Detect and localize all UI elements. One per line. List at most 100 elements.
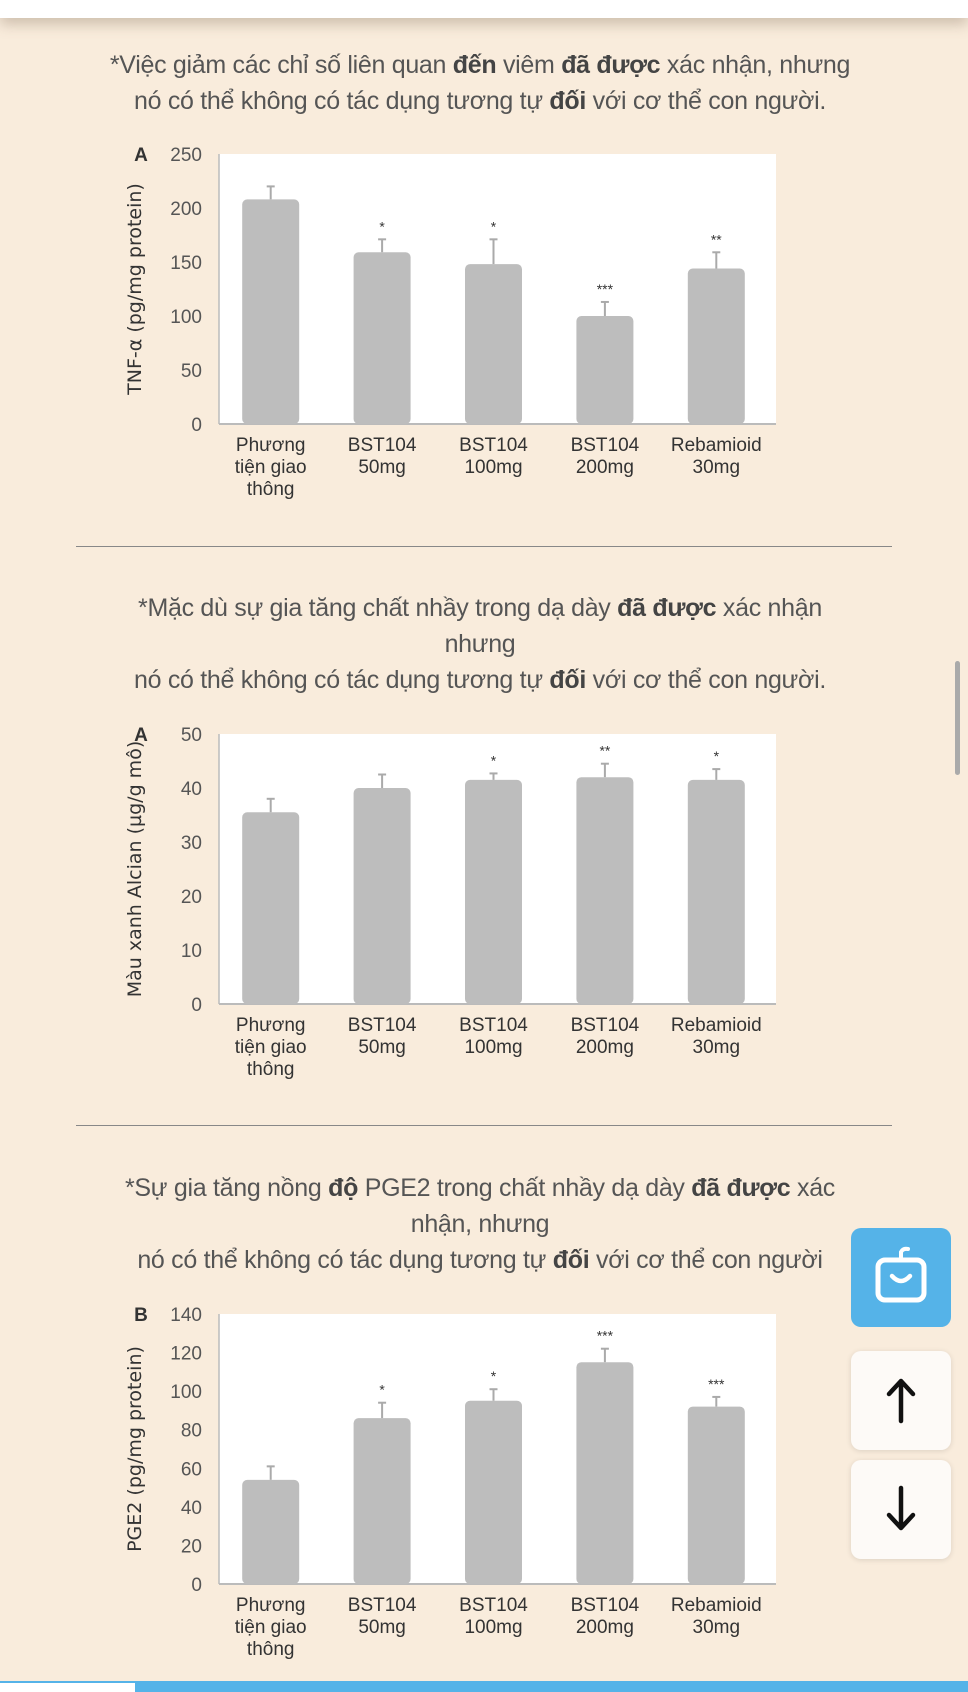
- y-tick-label: 50: [181, 361, 202, 382]
- title-segment: nhận, nhưng: [410, 1210, 550, 1238]
- y-axis-label: PGE2 (pg/mg protein): [124, 1346, 146, 1552]
- significance-mark: **: [599, 743, 610, 759]
- bar: [576, 1362, 634, 1584]
- scroll-up-button[interactable]: [851, 1351, 951, 1450]
- title-line: nó có thể không có tác dụng tương tự đối…: [60, 662, 900, 698]
- title-segment: đối: [552, 1246, 590, 1274]
- significance-mark: *: [379, 1382, 385, 1398]
- divider: [76, 1125, 892, 1126]
- y-tick-label: 40: [181, 779, 202, 800]
- y-tick-label: 150: [170, 253, 202, 274]
- y-tick-label: 120: [170, 1344, 202, 1365]
- y-tick-label: 0: [191, 995, 202, 1016]
- bar: [687, 1406, 745, 1584]
- panel-letter: A: [134, 725, 148, 746]
- y-tick-label: 20: [181, 1536, 202, 1557]
- x-tick-label: 50mg: [358, 1617, 406, 1638]
- title-segment: *Việc giảm các chỉ số liên quan: [109, 51, 453, 79]
- x-tick-label: BST104: [571, 435, 640, 456]
- x-tick-label: BST104: [571, 1015, 640, 1036]
- x-tick-label: Phương: [236, 435, 306, 456]
- arrow-up-icon: [886, 1378, 916, 1424]
- y-tick-label: 10: [181, 941, 202, 962]
- bar: [242, 812, 300, 1004]
- panel-letter: A: [134, 145, 148, 166]
- tnf-alpha-chart: 0 50 100 150 200 250 A TNF-α (pg/mg protein) Phư…: [124, 145, 776, 500]
- significance-mark: *: [491, 1368, 497, 1384]
- y-tick-label: 20: [181, 887, 202, 908]
- title-segment: viêm: [496, 51, 562, 79]
- title-line: nó có thể không có tác dụng tương tự đối…: [60, 83, 900, 119]
- x-tick-label: 50mg: [358, 1037, 406, 1058]
- title-line: nó có thể không có tác dụng tương tự đối…: [60, 1242, 900, 1278]
- panel-letter: B: [134, 1305, 148, 1326]
- bar: [353, 252, 411, 424]
- y-tick-label: 50: [181, 725, 202, 746]
- title-segment: *Mặc dù sự gia tăng chất nhầy trong dạ d…: [138, 594, 618, 622]
- significance-mark: *: [491, 752, 497, 768]
- significance-mark: ***: [708, 1376, 725, 1392]
- x-tick-label: 30mg: [693, 457, 741, 478]
- title-segment: đối: [549, 666, 587, 694]
- y-tick-label: 60: [181, 1459, 202, 1480]
- x-tick-label: 50mg: [358, 457, 406, 478]
- bar: [242, 1479, 300, 1584]
- title-segment: với cơ thể con người.: [586, 87, 827, 115]
- scroll-down-button[interactable]: [851, 1460, 951, 1559]
- y-tick-label: 200: [170, 199, 202, 220]
- x-tick-label: BST104: [348, 435, 417, 456]
- top-bar: [0, 0, 968, 18]
- x-tick-label: BST104: [459, 435, 528, 456]
- title-line: nhận, nhưng: [60, 1206, 900, 1242]
- bar: [687, 268, 745, 424]
- bar: [353, 1418, 411, 1584]
- y-axis-label: Màu xanh Alcian (µg/g mô): [124, 741, 146, 997]
- bar: [353, 788, 411, 1004]
- arrow-down-icon: [886, 1485, 916, 1531]
- title-segment: *Sự gia tăng nồng: [124, 1174, 329, 1202]
- title-segment: độ: [328, 1174, 359, 1202]
- scrollbar[interactable]: [955, 661, 960, 775]
- bar: [576, 777, 634, 1004]
- x-tick-label: tiện giao: [235, 1617, 307, 1638]
- title-segment: nó có thể không có tác dụng tương tự: [137, 1246, 553, 1274]
- title-segment: xác: [790, 1174, 836, 1202]
- x-tick-label: tiện giao: [235, 457, 307, 478]
- section-title-inflammation: *Việc giảm các chỉ số liên quan đến viêm…: [60, 47, 900, 119]
- x-tick-label: BST104: [459, 1015, 528, 1036]
- y-tick-label: 250: [170, 145, 202, 166]
- assistant-button[interactable]: [851, 1228, 951, 1327]
- title-segment: PGE2 trong chất nhầy dạ dày: [358, 1174, 692, 1202]
- section-title-mucus: *Mặc dù sự gia tăng chất nhầy trong dạ d…: [60, 590, 900, 698]
- significance-mark: **: [711, 231, 722, 247]
- x-tick-label: 200mg: [576, 1037, 634, 1058]
- significance-mark: *: [491, 218, 497, 234]
- title-line: nhưng: [60, 626, 900, 662]
- y-tick-label: 100: [170, 307, 202, 328]
- x-tick-label: 200mg: [576, 457, 634, 478]
- x-tick-label: BST104: [571, 1595, 640, 1616]
- bar: [465, 264, 522, 424]
- x-tick-label: thông: [247, 1639, 295, 1660]
- x-tick-label: tiện giao: [235, 1037, 307, 1058]
- title-segment: với cơ thể con người.: [586, 666, 827, 694]
- bottom-nav-bar: [0, 1681, 968, 1692]
- title-segment: nhưng: [444, 630, 516, 658]
- x-tick-label: thông: [247, 479, 295, 500]
- title-line: *Mặc dù sự gia tăng chất nhầy trong dạ d…: [60, 590, 900, 626]
- title-segment: xác nhận: [716, 594, 822, 622]
- title-segment: với cơ thể con người: [589, 1246, 823, 1274]
- x-tick-label: Rebamioid: [671, 1015, 762, 1036]
- title-segment: đã được: [561, 51, 661, 79]
- y-tick-label: 100: [170, 1382, 202, 1403]
- y-tick-label: 40: [181, 1498, 202, 1519]
- bar: [687, 779, 745, 1004]
- chatbot-face-icon: [875, 1246, 927, 1303]
- x-tick-label: 200mg: [576, 1617, 634, 1638]
- pge2-chart: 0 20 40 60 80 100 120 140 B PGE2 (pg/mg protein) P…: [124, 1305, 776, 1660]
- x-tick-label: BST104: [348, 1015, 417, 1036]
- bar: [465, 1400, 522, 1584]
- significance-mark: ***: [597, 1328, 614, 1344]
- divider: [76, 546, 892, 547]
- bottom-nav-active-tab[interactable]: [0, 1683, 135, 1692]
